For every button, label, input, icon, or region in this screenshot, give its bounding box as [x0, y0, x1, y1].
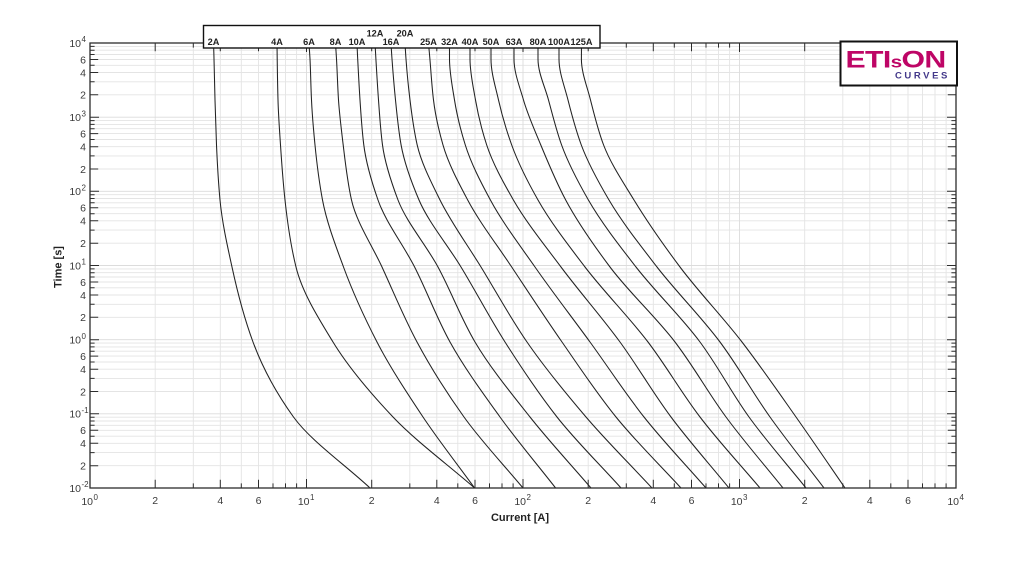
svg-text:63A: 63A	[506, 37, 523, 47]
svg-text:10: 10	[298, 496, 310, 508]
svg-text:6: 6	[80, 425, 86, 437]
svg-text:100A: 100A	[548, 37, 570, 47]
svg-text:2: 2	[80, 312, 86, 324]
svg-text:4: 4	[80, 67, 86, 79]
svg-text:125A: 125A	[571, 37, 593, 47]
svg-text:3: 3	[743, 493, 748, 502]
svg-text:Time [s]: Time [s]	[53, 246, 65, 288]
svg-text:2: 2	[802, 495, 808, 507]
svg-text:25A: 25A	[420, 37, 437, 47]
svg-text:2: 2	[80, 461, 86, 473]
svg-text:2: 2	[585, 495, 591, 507]
svg-text:16A: 16A	[383, 37, 400, 47]
svg-text:4: 4	[80, 142, 86, 154]
svg-text:10: 10	[69, 260, 81, 272]
svg-text:Current [A]: Current [A]	[491, 512, 549, 524]
svg-text:2: 2	[369, 495, 375, 507]
svg-text:50A: 50A	[483, 37, 500, 47]
svg-text:6A: 6A	[303, 37, 315, 47]
svg-text:6: 6	[80, 54, 86, 66]
svg-text:10: 10	[69, 38, 81, 50]
svg-text:20A: 20A	[397, 29, 414, 39]
svg-text:2: 2	[527, 493, 532, 502]
svg-text:0: 0	[94, 493, 99, 502]
svg-text:4: 4	[80, 290, 86, 302]
svg-text:1: 1	[310, 493, 315, 502]
svg-text:6: 6	[80, 277, 86, 289]
svg-text:2: 2	[80, 164, 86, 176]
svg-text:CURVES: CURVES	[895, 71, 950, 82]
svg-text:4: 4	[80, 216, 86, 228]
svg-text:4: 4	[867, 495, 873, 507]
svg-text:4A: 4A	[271, 37, 283, 47]
svg-text:6: 6	[256, 495, 262, 507]
svg-text:4: 4	[960, 493, 965, 502]
svg-text:6: 6	[80, 128, 86, 140]
svg-text:4: 4	[434, 495, 440, 507]
svg-text:6: 6	[472, 495, 478, 507]
svg-text:2: 2	[80, 238, 86, 250]
svg-text:10: 10	[731, 496, 743, 508]
svg-text:2: 2	[80, 386, 86, 398]
svg-text:10: 10	[81, 496, 93, 508]
svg-text:10: 10	[514, 496, 526, 508]
svg-text:10: 10	[69, 483, 81, 495]
svg-text:6: 6	[905, 495, 911, 507]
svg-text:3: 3	[82, 109, 87, 118]
svg-text:4: 4	[80, 438, 86, 450]
svg-text:4: 4	[650, 495, 656, 507]
svg-text:2: 2	[152, 495, 158, 507]
svg-text:-1: -1	[82, 406, 90, 415]
svg-text:10: 10	[69, 409, 81, 421]
svg-text:80A: 80A	[530, 37, 547, 47]
svg-text:2: 2	[80, 90, 86, 102]
svg-text:6: 6	[80, 203, 86, 215]
svg-text:10: 10	[69, 335, 81, 347]
svg-text:1: 1	[82, 258, 87, 267]
svg-text:4: 4	[82, 35, 87, 44]
svg-text:8A: 8A	[330, 37, 342, 47]
svg-text:0: 0	[82, 332, 87, 341]
svg-text:4: 4	[80, 364, 86, 376]
svg-text:40A: 40A	[462, 37, 479, 47]
svg-text:32A: 32A	[441, 37, 458, 47]
svg-text:4: 4	[217, 495, 223, 507]
svg-text:10: 10	[69, 186, 81, 198]
svg-text:2: 2	[82, 184, 87, 193]
svg-text:-2: -2	[82, 480, 90, 489]
svg-text:12A: 12A	[367, 29, 384, 39]
svg-text:10A: 10A	[349, 37, 366, 47]
svg-text:10: 10	[947, 496, 959, 508]
svg-text:6: 6	[80, 351, 86, 363]
svg-text:10: 10	[69, 112, 81, 124]
svg-text:6: 6	[689, 495, 695, 507]
svg-text:2A: 2A	[208, 37, 220, 47]
